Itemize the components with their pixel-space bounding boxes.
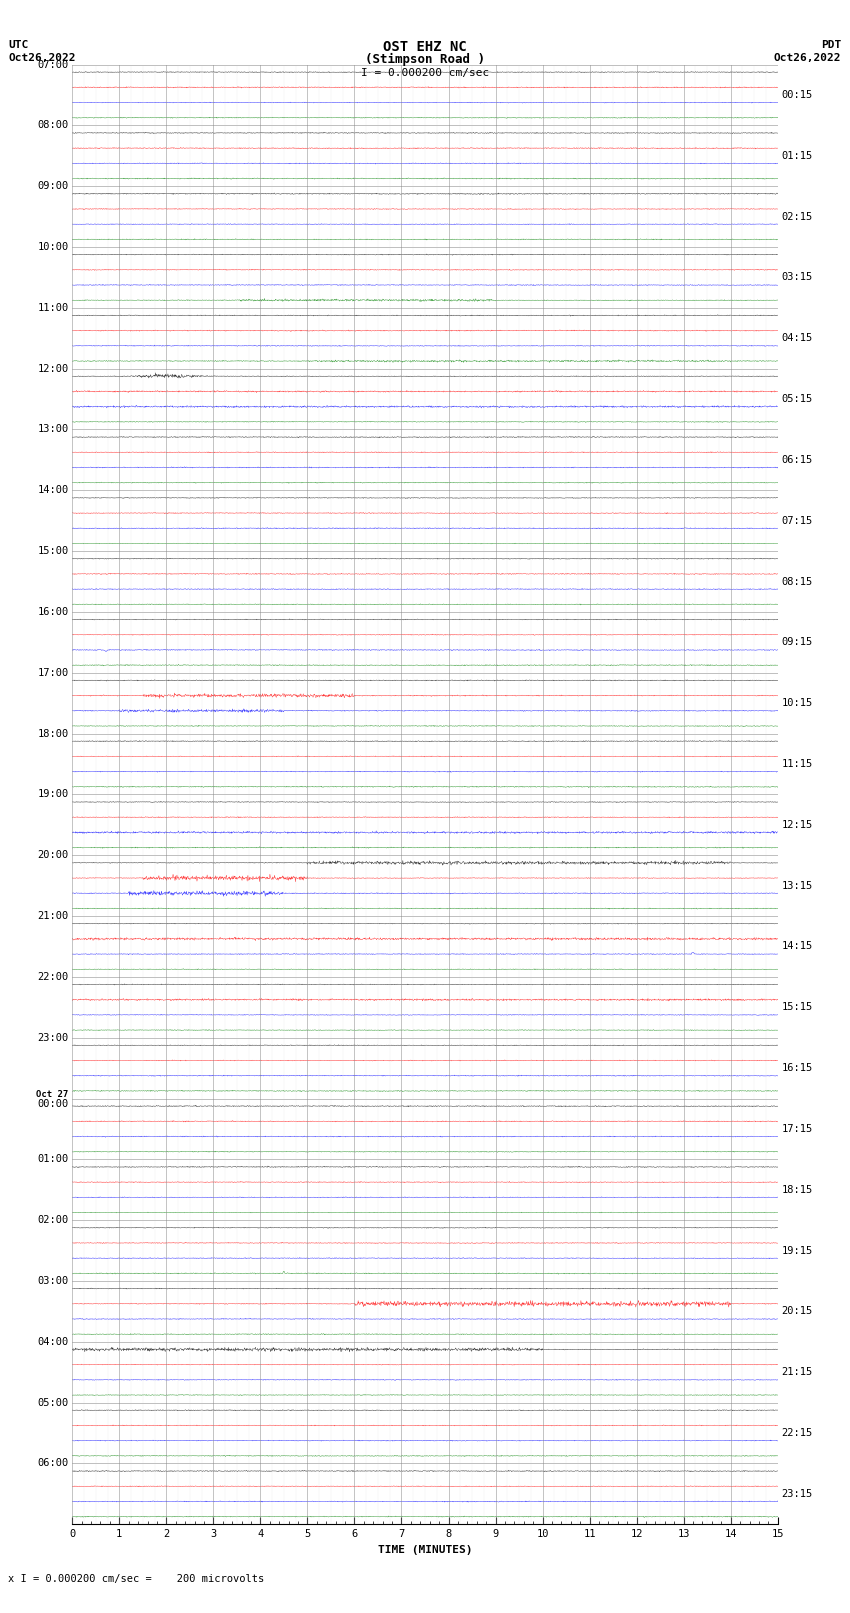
Text: 03:15: 03:15 (781, 273, 813, 282)
Text: 17:00: 17:00 (37, 668, 69, 677)
Text: 18:00: 18:00 (37, 729, 69, 739)
Text: 02:00: 02:00 (37, 1215, 69, 1226)
Text: 04:15: 04:15 (781, 334, 813, 344)
Text: 22:15: 22:15 (781, 1428, 813, 1439)
Text: 11:00: 11:00 (37, 303, 69, 313)
Text: 16:00: 16:00 (37, 606, 69, 616)
Text: UTC: UTC (8, 40, 29, 50)
Text: 05:15: 05:15 (781, 394, 813, 403)
Text: Oct 27: Oct 27 (37, 1089, 69, 1098)
Text: 06:00: 06:00 (37, 1458, 69, 1468)
Text: 13:00: 13:00 (37, 424, 69, 434)
Text: 04:00: 04:00 (37, 1337, 69, 1347)
Text: 14:00: 14:00 (37, 486, 69, 495)
Text: 20:00: 20:00 (37, 850, 69, 860)
Text: 21:15: 21:15 (781, 1368, 813, 1378)
Text: 05:00: 05:00 (37, 1397, 69, 1408)
Text: 03:00: 03:00 (37, 1276, 69, 1286)
Text: 12:00: 12:00 (37, 363, 69, 374)
Text: 23:15: 23:15 (781, 1489, 813, 1498)
Text: 00:00: 00:00 (37, 1098, 69, 1108)
Text: 20:15: 20:15 (781, 1307, 813, 1316)
Text: 02:15: 02:15 (781, 211, 813, 221)
X-axis label: TIME (MINUTES): TIME (MINUTES) (377, 1545, 473, 1555)
Text: 15:00: 15:00 (37, 547, 69, 556)
Text: 18:15: 18:15 (781, 1186, 813, 1195)
Text: 15:15: 15:15 (781, 1002, 813, 1013)
Text: 06:15: 06:15 (781, 455, 813, 465)
Text: 08:15: 08:15 (781, 576, 813, 587)
Text: 11:15: 11:15 (781, 760, 813, 769)
Text: 14:15: 14:15 (781, 942, 813, 952)
Text: 23:00: 23:00 (37, 1032, 69, 1042)
Text: 00:15: 00:15 (781, 90, 813, 100)
Text: 16:15: 16:15 (781, 1063, 813, 1073)
Text: 17:15: 17:15 (781, 1124, 813, 1134)
Text: 10:00: 10:00 (37, 242, 69, 252)
Text: OST EHZ NC: OST EHZ NC (383, 40, 467, 55)
Text: 09:00: 09:00 (37, 181, 69, 192)
Text: Oct26,2022: Oct26,2022 (8, 53, 76, 63)
Text: 19:15: 19:15 (781, 1245, 813, 1255)
Text: 10:15: 10:15 (781, 698, 813, 708)
Text: 13:15: 13:15 (781, 881, 813, 890)
Text: I = 0.000200 cm/sec: I = 0.000200 cm/sec (361, 68, 489, 77)
Text: 21:00: 21:00 (37, 911, 69, 921)
Text: 08:00: 08:00 (37, 121, 69, 131)
Text: 12:15: 12:15 (781, 819, 813, 829)
Text: 01:15: 01:15 (781, 150, 813, 161)
Text: Oct26,2022: Oct26,2022 (774, 53, 842, 63)
Text: 07:00: 07:00 (37, 60, 69, 69)
Text: 07:15: 07:15 (781, 516, 813, 526)
Text: x I = 0.000200 cm/sec =    200 microvolts: x I = 0.000200 cm/sec = 200 microvolts (8, 1574, 264, 1584)
Text: 19:00: 19:00 (37, 789, 69, 800)
Text: 22:00: 22:00 (37, 973, 69, 982)
Text: (Stimpson Road ): (Stimpson Road ) (365, 53, 485, 66)
Text: 09:15: 09:15 (781, 637, 813, 647)
Text: 01:00: 01:00 (37, 1155, 69, 1165)
Text: PDT: PDT (821, 40, 842, 50)
